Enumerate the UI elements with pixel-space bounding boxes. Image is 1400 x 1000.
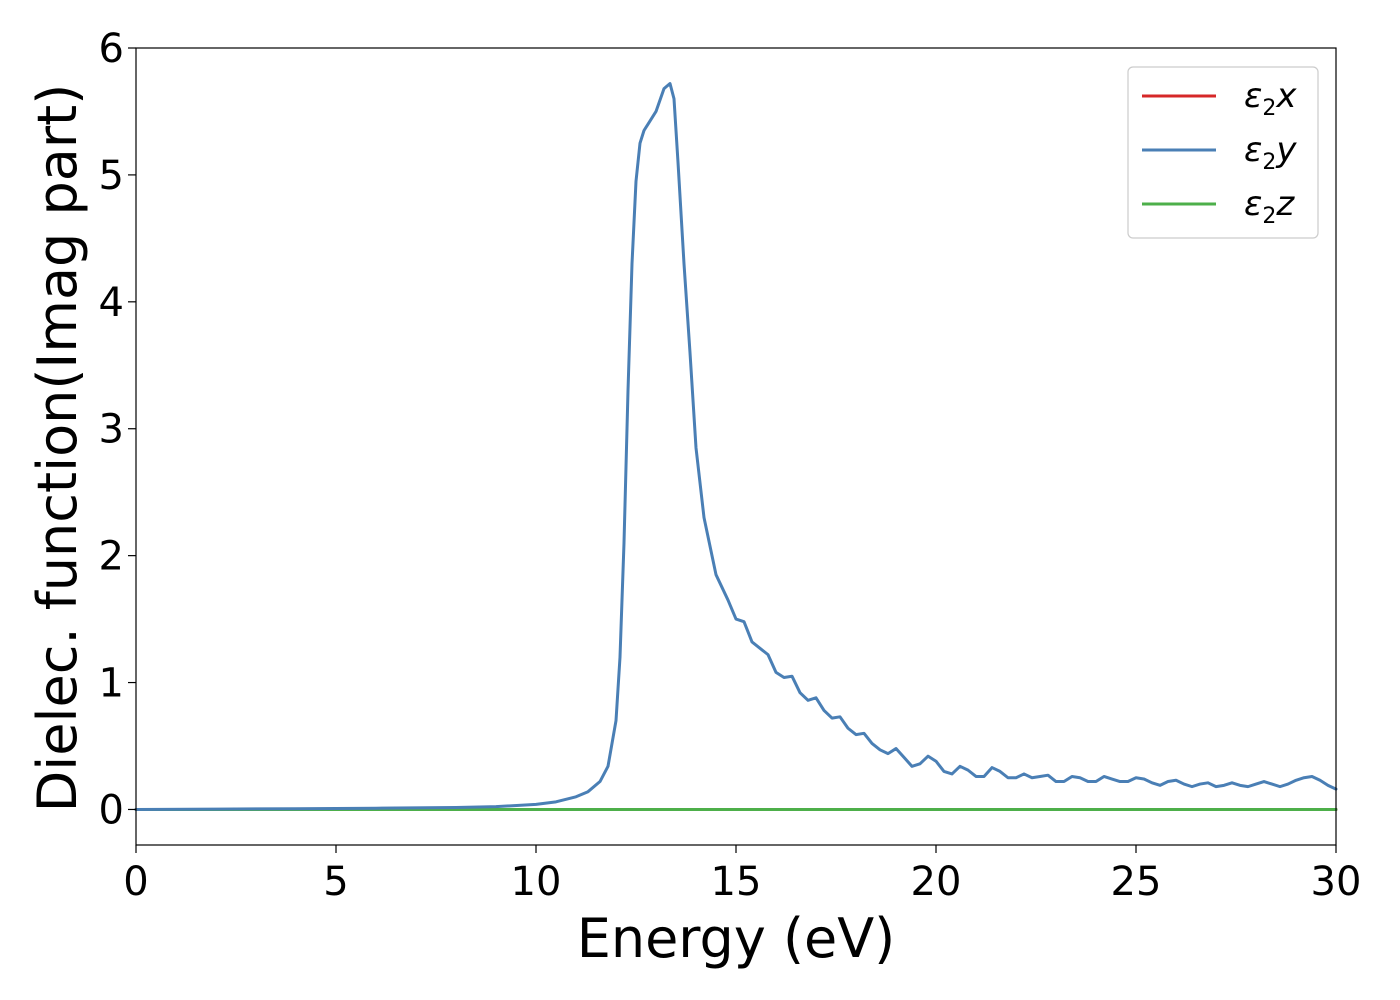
legend-label-1: ε2x	[1244, 76, 1297, 121]
legend-box	[1127, 66, 1319, 239]
x-tick-label: 0	[123, 859, 148, 905]
x-axis: 0 5 10 15 20 25 30	[123, 845, 1361, 905]
y-tick-label: 2	[99, 534, 124, 580]
y-tick-label: 5	[99, 153, 124, 199]
legend: ε2x ε2y ε2z	[1127, 66, 1319, 239]
y-axis-title: Dielec. function(Imag part)	[26, 84, 89, 813]
x-tick-label: 30	[1311, 859, 1362, 905]
x-tick-label: 10	[511, 859, 562, 905]
x-tick-label: 15	[711, 859, 762, 905]
y-tick-label: 1	[99, 661, 124, 707]
legend-label-3: ε2z	[1244, 184, 1295, 229]
legend-label-2: ε2y	[1244, 130, 1297, 175]
series-line-2	[134, 82, 1338, 811]
y-tick-label: 6	[99, 26, 124, 72]
series-layer	[134, 82, 1338, 811]
x-axis-title: Energy (eV)	[577, 907, 896, 970]
x-tick-label: 5	[323, 859, 348, 905]
y-tick-label: 0	[99, 787, 124, 833]
y-tick-label: 3	[99, 407, 124, 453]
y-axis: 0 1 2 3 4 5 6	[99, 26, 136, 833]
x-tick-label: 20	[911, 859, 962, 905]
x-tick-label: 25	[1111, 859, 1162, 905]
y-tick-label: 4	[99, 280, 124, 326]
